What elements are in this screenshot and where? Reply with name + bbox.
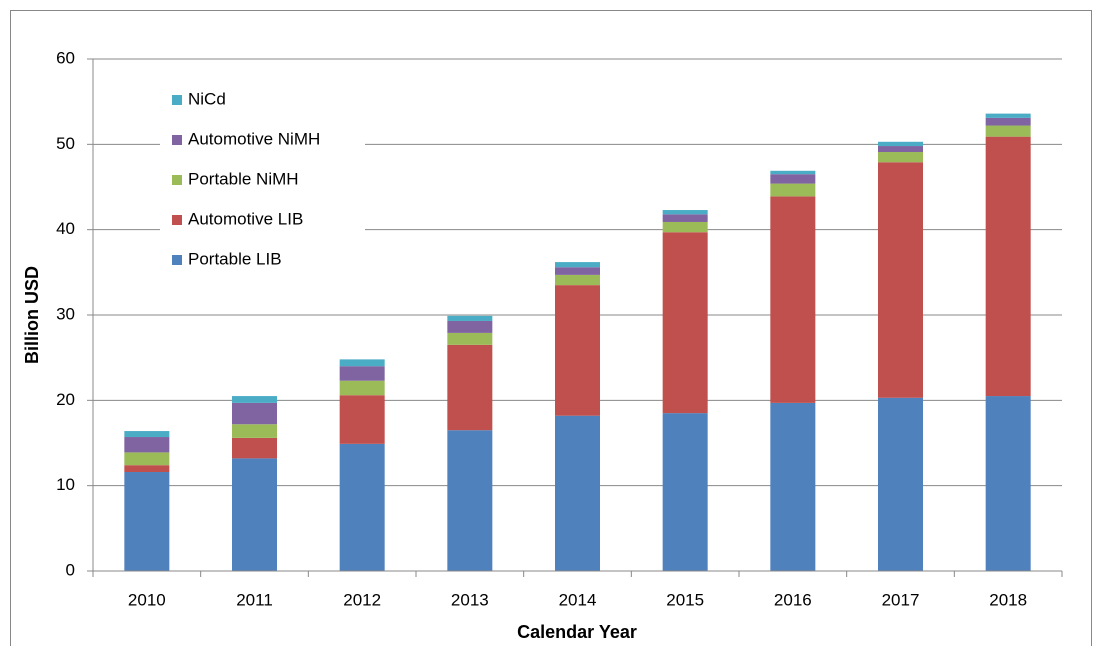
y-tick-label: 10 [56,475,75,494]
x-tick-label: 2018 [989,590,1027,609]
bar-segment [878,146,923,153]
bar-segment [555,267,600,275]
y-tick-label: 0 [66,560,75,579]
y-tick-label: 50 [56,134,75,153]
legend-label: Automotive NiMH [188,129,320,148]
legend: NiCd Automotive NiMH Portable NiMH Automoti… [160,82,365,282]
y-tick-label: 40 [56,219,75,238]
bar-segment [232,458,277,571]
bar-segment [662,413,708,571]
bar-segment [232,424,277,438]
bar-segment [124,431,170,438]
bar-segment [878,141,923,147]
bar-segment [985,125,1031,137]
bar-segment [232,396,277,403]
bar-segment [770,196,816,403]
bar-segment [878,162,923,398]
x-tick-label: 2016 [774,590,812,609]
bar-segment [124,472,170,571]
y-tick-label: 60 [56,48,75,67]
bar-segment [555,262,600,268]
bar-segment [124,452,170,466]
bar-segment [555,285,600,416]
legend-swatch [172,255,182,265]
legend-box [160,82,365,282]
bar-segment [339,380,385,396]
bar-segment [447,320,493,333]
bar-segment [662,232,708,414]
y-tick-label: 20 [56,390,75,409]
bar-segment [770,402,816,571]
legend-label: Automotive LIB [188,209,303,228]
y-axis-title: Billion USD [22,266,42,364]
bar-segment [555,415,600,571]
bar-segment [878,397,923,571]
x-tick-label: 2017 [882,590,920,609]
bar-segment [447,430,493,571]
bar-segment [555,274,600,286]
x-tick-label: 2014 [559,590,597,609]
bar-segment [124,465,170,473]
bar-segment [339,359,385,367]
bar-segment [878,152,923,163]
legend-swatch [172,95,182,105]
bar-segment [985,136,1031,397]
bar-segment [124,437,170,453]
legend-swatch [172,135,182,145]
x-tick-label: 2012 [343,590,381,609]
legend-label: Portable NiMH [188,169,299,188]
bar-segment [447,344,493,431]
legend-swatch [172,215,182,225]
axes: 0 10 20 30 40 50 60 2010 2011 2012 2013 2014 2015 201… [56,48,1063,609]
legend-label: NiCd [188,89,226,108]
x-tick-label: 2010 [128,590,166,609]
legend-label: Portable LIB [188,249,282,268]
bar-segment [770,170,816,175]
bars [124,113,1031,571]
bar-segment [339,366,385,381]
x-tick-label: 2011 [236,590,273,609]
bar-segment [447,332,493,345]
bar-segment [662,214,708,222]
bar-segment [662,210,708,215]
bar-segment [770,183,816,197]
bar-segment [770,174,816,184]
y-tick-label: 30 [56,304,75,323]
bar-segment [447,315,493,321]
legend-swatch [172,175,182,185]
bar-segment [985,117,1031,126]
bar-segment [985,113,1031,118]
bar-segment [339,443,385,571]
x-axis-title: Calendar Year [517,622,637,642]
bar-segment [985,396,1031,571]
bar-segment [662,221,708,233]
bar-segment [232,437,277,459]
x-tick-label: 2015 [666,590,704,609]
bar-segment [232,402,277,425]
x-tick-label: 2013 [451,590,489,609]
bar-segment [339,395,385,444]
